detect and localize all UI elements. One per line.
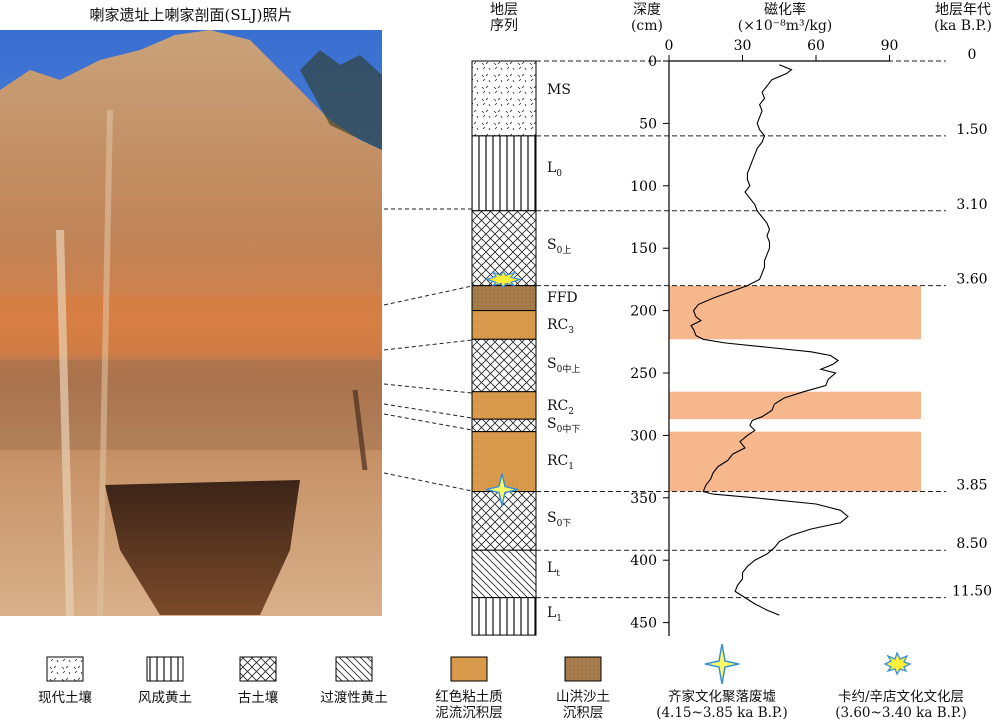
label-l0: L0 bbox=[547, 160, 563, 179]
section-photo bbox=[0, 30, 382, 616]
link-line bbox=[383, 413, 473, 431]
label-s0-mid-upper: S0中上 bbox=[547, 356, 581, 375]
highlight-band bbox=[669, 285, 921, 340]
age-label: 1.50 bbox=[956, 122, 987, 138]
legend-label-kayue: 卡约/辛店文化文化层 (3.60~3.40 ka B.P.) bbox=[835, 689, 967, 721]
age-label: 0 bbox=[968, 47, 977, 63]
layer-loess bbox=[471, 597, 537, 636]
mag-tick-label: 0 bbox=[665, 38, 674, 54]
legend-label-modern-soil: 现代土壤 bbox=[38, 690, 92, 706]
age-label: 3.10 bbox=[956, 197, 987, 213]
layer-transitional-loess bbox=[471, 549, 537, 599]
depth-tick-label: 450 bbox=[630, 616, 657, 632]
mag-tick-label: 30 bbox=[734, 38, 752, 54]
label-ms: MS bbox=[547, 82, 571, 98]
qijia-marker-icon bbox=[485, 473, 519, 506]
depth-tick-label: 300 bbox=[630, 428, 657, 444]
highlight-bands bbox=[669, 285, 921, 492]
age-header-line1: 地层年代 bbox=[935, 2, 991, 18]
label-l1: L1 bbox=[547, 605, 563, 624]
depth-tick-label: 200 bbox=[630, 304, 657, 320]
layer-paleosol bbox=[471, 418, 537, 433]
link-line bbox=[383, 383, 473, 394]
link-line bbox=[383, 339, 473, 351]
mag-header-line2: (×10⁻⁸m³/kg) bbox=[737, 18, 833, 34]
age-label: 11.50 bbox=[952, 584, 992, 600]
layer-paleosol bbox=[471, 491, 537, 551]
layer-red-clay bbox=[471, 310, 537, 340]
depth-header-line1: 深度 bbox=[633, 2, 661, 18]
layer-red-clay bbox=[471, 391, 537, 420]
layer-paleosol bbox=[471, 338, 537, 393]
highlight-band bbox=[669, 431, 921, 492]
link-line bbox=[383, 403, 473, 419]
label-s0-lower: S0下 bbox=[547, 510, 572, 529]
legend-label-paleosol: 古土壤 bbox=[237, 690, 279, 706]
strata-diagram: 0 50 100 150 200 250 300 350 400 450 0 30 60 90 0 1.50 3… bbox=[383, 38, 992, 636]
layer-modern-soil bbox=[471, 60, 537, 137]
depth-tick-label: 350 bbox=[630, 491, 657, 507]
label-rc2: RC2 bbox=[547, 398, 574, 417]
legend-swatch-paleosol bbox=[239, 656, 277, 682]
depth-header: 深度 (cm) bbox=[622, 2, 672, 34]
mag-header: 磁化率 (×10⁻⁸m³/kg) bbox=[720, 2, 850, 34]
magnetic-susceptibility-curve bbox=[690, 64, 849, 616]
label-rc1: RC1 bbox=[547, 453, 574, 472]
legend-label-qijia: 齐家文化聚落废墟 (4.15~3.85 ka B.P.) bbox=[656, 689, 788, 721]
layer-flood-sand bbox=[471, 285, 537, 312]
depth-tick-label: 150 bbox=[630, 241, 657, 257]
age-label: 3.85 bbox=[956, 478, 987, 494]
label-s0-mid-lower: S0中下 bbox=[547, 416, 581, 435]
legend-label-red-clay: 红色粘土质 泥流沉积层 bbox=[435, 689, 503, 721]
depth-tick-label: 50 bbox=[639, 116, 657, 132]
age-header: 地层年代 (ka B.P.) bbox=[926, 2, 1000, 34]
label-ffd: FFD bbox=[547, 290, 578, 306]
legend-star-qijia-icon bbox=[704, 643, 740, 685]
legend-label-loess: 风成黄土 bbox=[138, 690, 192, 706]
legend-swatch-red-clay bbox=[450, 656, 488, 682]
strata-header-line2: 序列 bbox=[490, 18, 518, 34]
strata-header: 地层 序列 bbox=[472, 2, 536, 34]
depth-tick-label: 0 bbox=[648, 54, 657, 70]
label-s0-upper: S0上 bbox=[547, 237, 572, 256]
strata-header-line1: 地层 bbox=[490, 2, 518, 18]
legend-swatch-flood-sand bbox=[564, 656, 602, 682]
legend-swatch-transitional-loess bbox=[335, 656, 373, 682]
mag-header-line1: 磁化率 bbox=[764, 2, 806, 18]
legend-swatch-modern-soil bbox=[46, 656, 84, 682]
legend-swatches bbox=[46, 643, 912, 685]
mag-tick-label: 60 bbox=[807, 38, 825, 54]
legend-label-transitional-loess: 过渡性黄土 bbox=[320, 690, 388, 706]
depth-header-line2: (cm) bbox=[630, 18, 664, 34]
legend-swatch-loess bbox=[146, 656, 184, 682]
legend-star-kayue-icon bbox=[883, 651, 912, 676]
age-label: 8.50 bbox=[956, 536, 987, 552]
photo-link-lines bbox=[383, 208, 473, 492]
label-lt: Lt bbox=[547, 560, 560, 579]
layer-loess bbox=[471, 135, 537, 212]
legend-label-flood-sand: 山洪沙土 沉积层 bbox=[556, 689, 610, 721]
culture-markers bbox=[485, 270, 523, 506]
link-line bbox=[383, 285, 473, 306]
link-line bbox=[383, 472, 473, 492]
depth-tick-label: 250 bbox=[630, 366, 657, 382]
chart-axes: 0 50 100 150 200 250 300 350 400 450 0 30 60 90 0 1.50 3… bbox=[630, 38, 992, 636]
mag-tick-label: 90 bbox=[881, 38, 899, 54]
age-header-line2: (ka B.P.) bbox=[934, 18, 992, 34]
depth-tick-label: 400 bbox=[630, 553, 657, 569]
label-rc3: RC3 bbox=[547, 317, 574, 336]
photo-title: 喇家遗址上喇家剖面(SLJ)照片 bbox=[89, 6, 293, 24]
kayue-marker-icon bbox=[485, 270, 523, 289]
highlight-band bbox=[669, 391, 921, 420]
depth-tick-label: 100 bbox=[630, 179, 657, 195]
age-label: 3.60 bbox=[956, 272, 987, 288]
strata-column bbox=[471, 60, 537, 636]
